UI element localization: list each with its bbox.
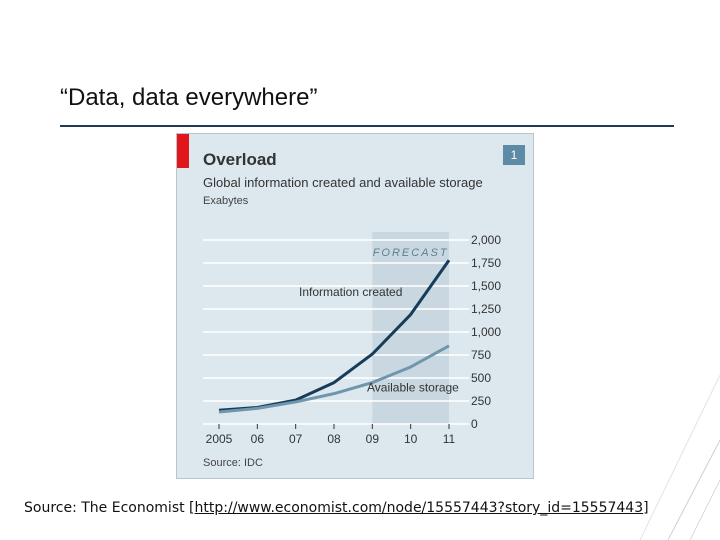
x-tick-label: 10 bbox=[404, 432, 418, 446]
red-tag bbox=[177, 134, 189, 168]
slide-title: “Data, data everywhere” bbox=[60, 84, 318, 111]
y-tick-label: 250 bbox=[471, 394, 491, 408]
y-tick-label: 500 bbox=[471, 371, 491, 385]
y-tick-label: 1,500 bbox=[471, 279, 501, 293]
x-tick-label: 06 bbox=[251, 432, 265, 446]
x-tick-label: 08 bbox=[327, 432, 341, 446]
y-tick-label: 1,000 bbox=[471, 325, 501, 339]
decor-line bbox=[689, 479, 720, 540]
series-label-information-created: Information created bbox=[299, 285, 402, 299]
y-tick-label: 1,750 bbox=[471, 256, 501, 270]
source-suffix: ] bbox=[643, 500, 649, 516]
decor-line bbox=[639, 374, 720, 540]
chart-source: Source: IDC bbox=[203, 457, 263, 469]
y-tick-label: 750 bbox=[471, 348, 491, 362]
forecast-band bbox=[372, 232, 449, 424]
series-line-available-storage bbox=[218, 344, 450, 414]
chart-subtitle: Global information created and available… bbox=[203, 175, 483, 190]
chart-panel: FORECAST 0 250 500 750 1,000 1,250 1,500 1,750 2,… bbox=[176, 133, 534, 479]
x-tick-label: 11 bbox=[443, 432, 456, 446]
chart-unit-label: Exabytes bbox=[203, 195, 249, 207]
decor-line bbox=[667, 439, 720, 540]
y-tick-label: 1,250 bbox=[471, 302, 501, 316]
source-link[interactable]: http://www.economist.com/node/15557443?s… bbox=[194, 500, 644, 516]
y-tick-label: 0 bbox=[471, 417, 478, 431]
x-tick-label: 07 bbox=[289, 432, 303, 446]
series-label-available-storage: Available storage bbox=[367, 380, 459, 394]
y-tick-label: 2,000 bbox=[471, 233, 501, 247]
chart-title: Overload bbox=[203, 150, 277, 169]
chart-number-badge: 1 bbox=[503, 145, 525, 165]
x-tick-label: 2005 bbox=[206, 432, 233, 446]
source-citation: Source: The Economist [http://www.econom… bbox=[24, 500, 649, 516]
title-divider bbox=[60, 125, 674, 127]
source-prefix: Source: The Economist [ bbox=[24, 500, 195, 516]
forecast-label: FORECAST bbox=[373, 247, 449, 259]
x-tick-label: 09 bbox=[366, 432, 380, 446]
chart-plot: FORECAST 0 250 500 750 1,000 1,250 1,500 1,750 2,… bbox=[203, 232, 501, 446]
